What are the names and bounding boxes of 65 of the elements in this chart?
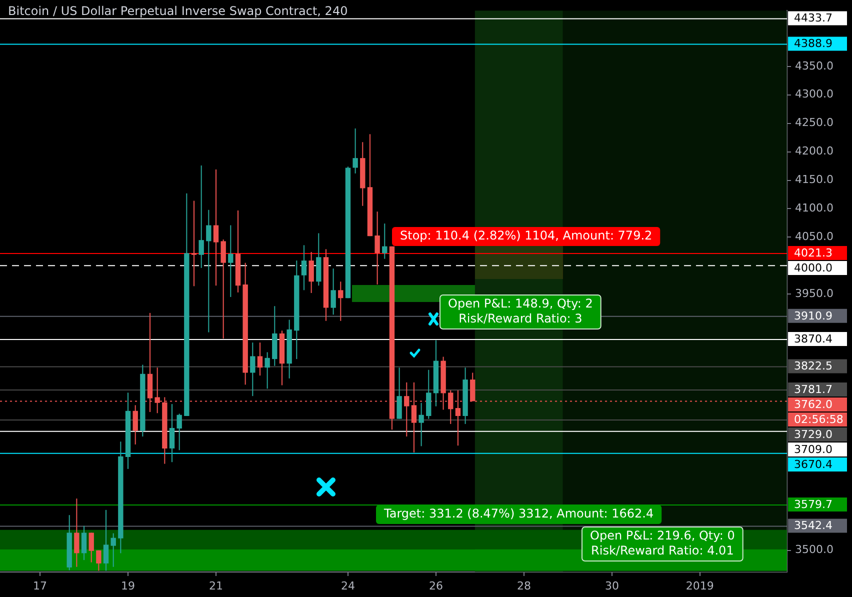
- candlestick: [352, 128, 358, 174]
- candlestick: [132, 404, 138, 445]
- candlestick: [88, 532, 94, 563]
- ref-line-label: 3579.7: [794, 498, 832, 511]
- y-tick-label: 4250.0: [795, 116, 834, 130]
- y-tick-label: 4350.0: [795, 59, 834, 72]
- x-tick-label: 21: [208, 579, 223, 592]
- x-tick-label: 26: [428, 579, 443, 592]
- x-tick-label: 2019: [686, 579, 714, 592]
- ref-line-label: 3870.4: [794, 332, 832, 346]
- candlestick: [382, 223, 388, 260]
- x-tick-label: 24: [340, 579, 355, 592]
- y-tick-label: 3950.0: [795, 287, 834, 300]
- x-tick-label: 28: [516, 579, 531, 592]
- candlestick: [81, 525, 87, 561]
- candlestick: [110, 532, 116, 568]
- candlestick: [213, 168, 219, 286]
- x-tick-label: 19: [121, 579, 136, 592]
- annotation: Stop: 110.4 (2.82%) 1104, Amount: 779.2: [400, 228, 652, 243]
- ref-line-label: 3781.7: [794, 382, 832, 396]
- candlestick: [257, 342, 263, 376]
- y-tick-label: 4050.0: [795, 230, 834, 244]
- ref-line-label: 3762.0: [794, 398, 832, 411]
- candlestick: [264, 352, 270, 390]
- ref-line-label: 3709.0: [794, 442, 832, 456]
- candlestick: [191, 200, 197, 287]
- ref-line-label: 3542.4: [794, 519, 832, 532]
- ref-line-label: 4388.9: [794, 37, 832, 50]
- ref-line-label: 4000.0: [794, 261, 832, 274]
- candlestick: [250, 342, 256, 397]
- candlestick: [301, 244, 307, 291]
- candlestick: [220, 238, 226, 340]
- chart-title: Bitcoin / US Dollar Perpetual Inverse Swap Contract, 240: [8, 4, 348, 18]
- ref-line-label: 4433.7: [794, 12, 832, 25]
- ref-line-label: 3822.5: [794, 360, 832, 373]
- candlestick: [330, 268, 336, 316]
- candlestick: [206, 209, 212, 333]
- ref-line-label: 4021.3: [794, 246, 832, 260]
- candlestick: [74, 498, 80, 568]
- candlestick: [426, 369, 432, 420]
- candlestick: [374, 211, 380, 285]
- ref-line-label: 3670.4: [794, 458, 832, 471]
- annotation: Target: 331.2 (8.47%) 3312, Amount: 1662.4: [382, 506, 654, 521]
- y-tick-label: 4200.0: [795, 144, 834, 158]
- candlestick: [103, 509, 109, 572]
- y-tick-label: 3500.0: [795, 543, 834, 556]
- candlestick: [96, 550, 102, 572]
- y-tick-label: 4100.0: [795, 202, 834, 215]
- candlestick: [169, 404, 175, 463]
- candlestick: [396, 367, 402, 420]
- x-tick-label: 30: [604, 579, 619, 592]
- candlestick: [308, 252, 314, 294]
- annotation: Open P&L: 148.9, Qty: 2 Risk/Reward Ratio: 3: [448, 296, 593, 326]
- text: 02:56:58: [794, 412, 844, 426]
- candlestick: [338, 281, 344, 322]
- candlestick: [198, 164, 204, 268]
- candlestick: [418, 402, 424, 447]
- ref-line-label: 3729.0: [794, 428, 832, 441]
- ref-line-label: 3910.9: [794, 309, 832, 322]
- x-tick-label: 17: [33, 579, 48, 592]
- annotation: Open P&L: 219.6, Qty: 0 Risk/Reward Ratio: 4.01: [590, 528, 735, 558]
- candlestick: [228, 224, 234, 298]
- y-tick-label: 4300.0: [795, 88, 834, 101]
- y-tick-label: 4150.0: [795, 173, 834, 186]
- candlestick: [176, 413, 182, 451]
